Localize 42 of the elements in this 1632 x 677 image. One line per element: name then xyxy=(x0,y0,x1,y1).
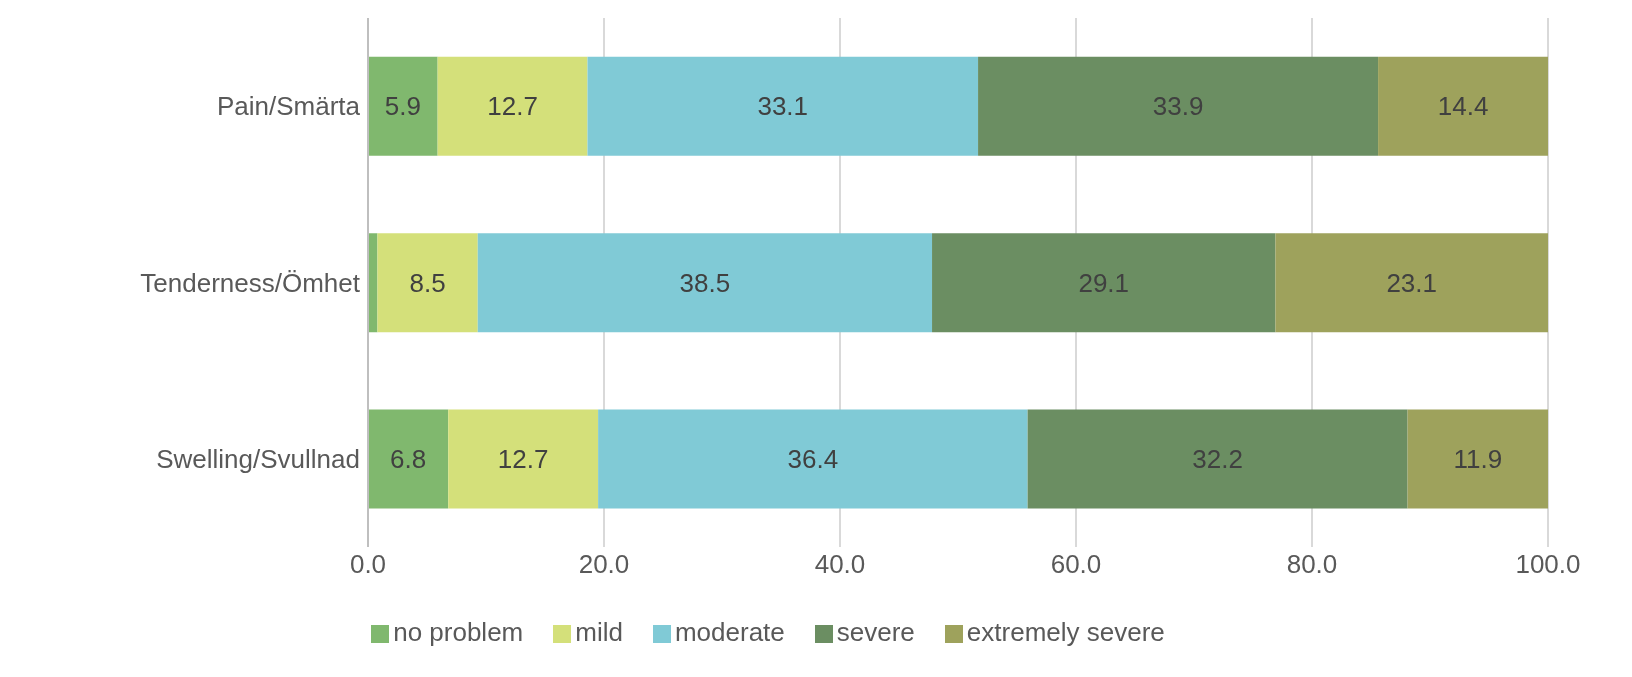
x-tick-label: 60.0 xyxy=(1050,549,1102,580)
bar xyxy=(1275,233,1548,333)
data-label: 36.4 xyxy=(787,443,839,474)
data-label: 14.4 xyxy=(1437,91,1489,122)
data-label: 38.5 xyxy=(679,267,731,298)
bar xyxy=(1378,56,1548,156)
data-label: 23.1 xyxy=(1386,267,1438,298)
bar xyxy=(368,56,438,156)
legend-label: moderate xyxy=(674,617,785,647)
data-label: 8.5 xyxy=(409,267,446,298)
x-tick-label: 20.0 xyxy=(578,549,630,580)
bar xyxy=(477,233,933,333)
x-tick-label: 40.0 xyxy=(814,549,866,580)
data-label: 29.1 xyxy=(1078,267,1130,298)
y-tick-label: Swelling/Svullnad xyxy=(156,444,360,475)
legend-label: severe xyxy=(836,617,915,647)
data-label: 5.9 xyxy=(384,91,421,122)
y-tick-label: Tenderness/Ömhet xyxy=(140,267,361,298)
x-tick-label: 0.0 xyxy=(349,549,387,580)
bar xyxy=(598,409,1028,509)
bar xyxy=(437,56,588,156)
bar xyxy=(978,56,1379,156)
bar xyxy=(368,409,449,509)
bar xyxy=(377,233,478,333)
y-tick-label: Pain/Smärta xyxy=(216,91,361,122)
legend-label: mild xyxy=(575,617,623,647)
data-label: 33.9 xyxy=(1152,91,1204,122)
legend-label: no problem xyxy=(393,617,524,647)
bar xyxy=(448,409,599,509)
x-tick-label: 100.0 xyxy=(1515,549,1581,580)
data-label: 12.7 xyxy=(497,443,549,474)
data-label: 32.2 xyxy=(1192,443,1243,474)
data-label: 12.7 xyxy=(487,91,538,122)
x-tick-label: 80.0 xyxy=(1286,549,1338,580)
bar xyxy=(1407,409,1548,509)
bar xyxy=(587,56,979,156)
bar xyxy=(1027,409,1408,509)
legend-label: extremely severe xyxy=(966,617,1165,647)
data-label: 6.8 xyxy=(390,443,427,474)
bar xyxy=(932,233,1276,333)
data-label: 33.1 xyxy=(757,91,809,122)
data-label: 11.9 xyxy=(1453,443,1503,474)
